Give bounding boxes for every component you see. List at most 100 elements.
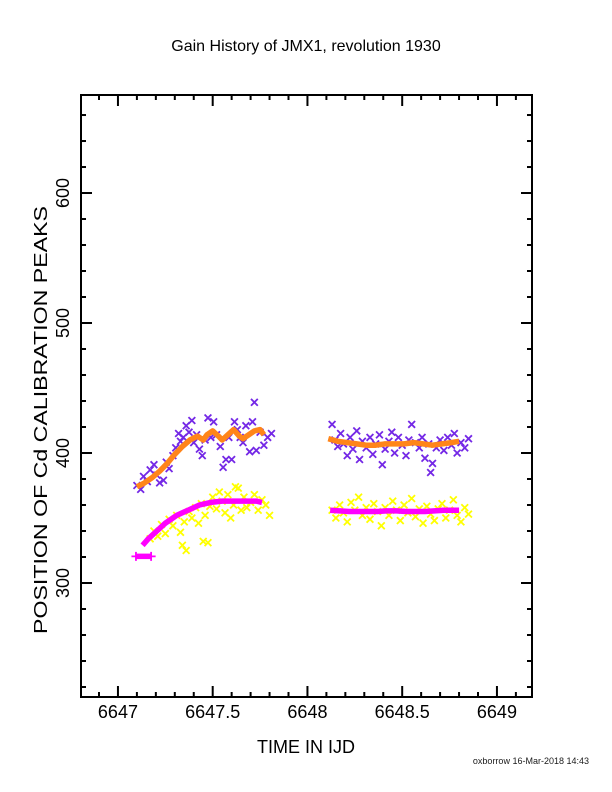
x-marker xyxy=(226,513,235,523)
x-marker xyxy=(352,426,361,435)
x-marker xyxy=(237,506,246,515)
x-marker xyxy=(418,433,427,442)
x-marker xyxy=(369,499,378,508)
x-marker xyxy=(348,445,357,454)
x-marker xyxy=(187,513,196,523)
y-axis-title: POSITION OF Cd CALIBRATION PEAKS xyxy=(31,206,51,634)
x-marker xyxy=(178,541,187,550)
x-marker xyxy=(176,528,185,537)
x-marker xyxy=(159,476,168,485)
x-marker xyxy=(336,429,345,438)
x-marker xyxy=(198,451,207,460)
plot-border xyxy=(80,94,533,698)
x-marker xyxy=(407,494,416,503)
x-marker xyxy=(355,455,364,464)
smoothed-line xyxy=(135,426,267,490)
x-marker xyxy=(375,430,384,439)
x-marker xyxy=(343,517,352,526)
plus-marker xyxy=(131,551,141,561)
axis-ticks xyxy=(81,95,532,697)
x-marker xyxy=(420,454,429,463)
x-marker xyxy=(450,429,459,438)
x-marker xyxy=(254,506,263,515)
plus-marker xyxy=(146,551,156,561)
x-marker xyxy=(456,517,465,526)
x-marker xyxy=(203,538,212,547)
x-marker xyxy=(223,490,232,499)
x-marker xyxy=(430,516,439,525)
x-marker xyxy=(387,428,396,437)
x-marker xyxy=(346,433,355,442)
x-marker xyxy=(365,433,375,442)
x-marker xyxy=(464,434,473,443)
x-tick-label: 6647.5 xyxy=(185,702,240,722)
x-axis-title: TIME IN IJD xyxy=(257,737,355,757)
x-marker xyxy=(460,503,469,512)
x-marker xyxy=(168,521,177,530)
x-marker xyxy=(212,504,221,513)
x-marker xyxy=(335,500,344,510)
x-marker xyxy=(146,465,155,474)
x-marker xyxy=(460,443,469,452)
x-marker xyxy=(209,417,218,426)
x-marker xyxy=(390,448,399,458)
smoothed-line xyxy=(327,436,460,448)
x-marker xyxy=(227,455,236,464)
x-marker xyxy=(242,503,251,512)
plot-frame xyxy=(80,94,533,698)
x-marker xyxy=(161,529,170,538)
y-tick-label: 300 xyxy=(53,568,73,598)
x-marker xyxy=(400,500,409,510)
x-marker xyxy=(343,451,352,460)
x-marker xyxy=(365,515,375,524)
x-marker xyxy=(354,493,363,502)
y-tick-label: 600 xyxy=(53,178,73,208)
y-tick-label: 500 xyxy=(53,308,73,338)
x-marker xyxy=(245,447,254,456)
y-tick-label: 400 xyxy=(53,438,73,468)
x-marker xyxy=(428,459,437,468)
x-tick-label: 6648.5 xyxy=(375,702,430,722)
smoothed-line xyxy=(140,498,263,548)
x-marker xyxy=(195,445,204,454)
x-marker xyxy=(377,521,386,530)
x-marker xyxy=(219,463,228,472)
x-marker xyxy=(346,498,356,507)
x-marker xyxy=(328,420,337,429)
x-marker xyxy=(265,511,274,520)
x-marker xyxy=(149,460,158,469)
x-marker xyxy=(234,484,243,493)
x-marker xyxy=(464,510,473,519)
x-marker xyxy=(368,450,377,459)
x-marker xyxy=(203,413,212,422)
x-marker xyxy=(378,460,387,469)
x-marker xyxy=(394,433,403,442)
x-marker xyxy=(261,500,270,510)
x-marker xyxy=(194,519,203,528)
x-marker xyxy=(331,513,340,523)
x-marker xyxy=(407,420,416,429)
x-marker xyxy=(215,487,224,497)
x-marker xyxy=(443,433,452,442)
x-marker xyxy=(201,511,210,520)
x-marker xyxy=(241,421,250,430)
x-marker xyxy=(216,442,225,451)
x-marker xyxy=(401,451,411,460)
chart-title: Gain History of JMX1, revolution 1930 xyxy=(171,38,441,55)
x-marker xyxy=(449,495,458,504)
x-marker xyxy=(230,417,239,426)
x-marker xyxy=(453,448,462,458)
x-marker xyxy=(396,516,405,525)
smoothed-line xyxy=(329,507,460,515)
x-marker xyxy=(419,519,428,528)
x-marker xyxy=(248,417,257,426)
x-marker xyxy=(439,446,448,455)
x-marker xyxy=(250,398,259,407)
x-marker xyxy=(437,499,447,508)
series-upper-peak-smoothed xyxy=(135,426,460,490)
x-marker xyxy=(411,512,420,521)
axis-tick-labels: 6647 6647.5 6648 6648.5 6649 300 400 500 600 xyxy=(53,178,517,722)
data-series xyxy=(131,398,473,561)
